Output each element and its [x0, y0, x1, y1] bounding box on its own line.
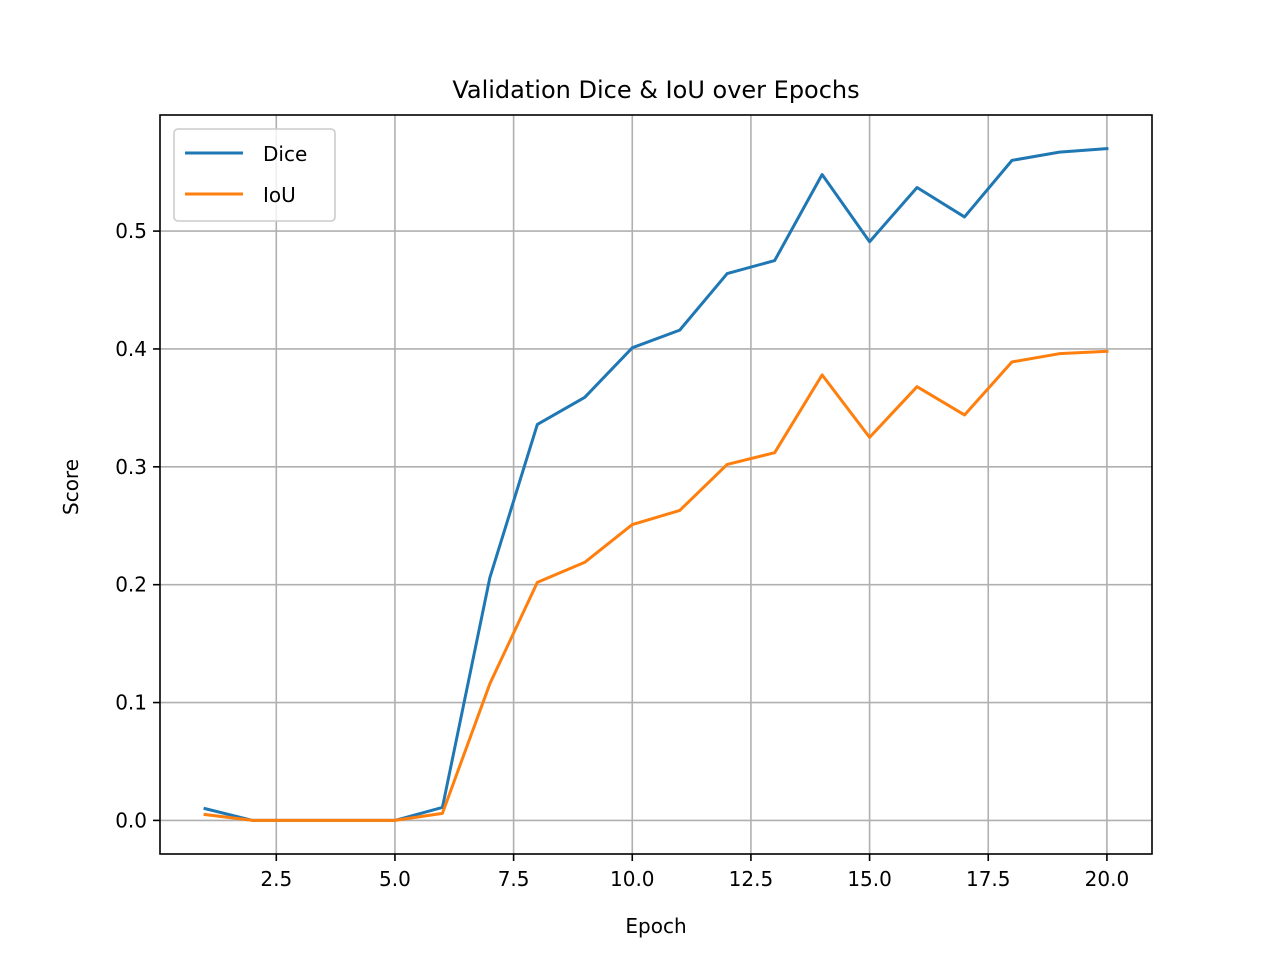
y-tick-label: 0.4: [115, 337, 147, 361]
x-axis-label: Epoch: [625, 914, 686, 938]
y-tick-label: 0.1: [115, 691, 147, 715]
y-tick-label: 0.5: [115, 219, 147, 243]
x-tick-label: 10.0: [610, 867, 655, 891]
y-tick-label: 0.3: [115, 455, 147, 479]
x-tick-label: 12.5: [729, 867, 774, 891]
series-line-iou: [203, 349, 1109, 822]
x-tick-label: 7.5: [498, 867, 530, 891]
series-lines: [203, 146, 1109, 822]
y-tick-label: 0.2: [115, 573, 147, 597]
chart-title: Validation Dice & IoU over Epochs: [452, 76, 859, 104]
y-axis: 0.0 0.1 0.2 0.3 0.4 0.5: [115, 219, 160, 832]
x-tick-label: 15.0: [847, 867, 892, 891]
x-axis: 2.5 5.0 7.5 10.0 12.5 15.0 17.5 20.0: [260, 854, 1129, 891]
legend-label-dice: Dice: [263, 142, 307, 166]
x-tick-label: 5.0: [379, 867, 411, 891]
x-tick-label: 17.5: [966, 867, 1011, 891]
plot-frame: [159, 114, 1153, 855]
legend-box: [173, 128, 336, 222]
legend: Dice IoU: [173, 128, 336, 222]
x-tick-label: 2.5: [260, 867, 292, 891]
y-tick-label: 0.0: [115, 808, 147, 832]
x-tick-label: 20.0: [1085, 867, 1130, 891]
legend-label-iou: IoU: [263, 183, 296, 207]
series-line-dice: [203, 146, 1109, 822]
grid: [160, 115, 1152, 854]
y-axis-label: Score: [59, 459, 83, 515]
